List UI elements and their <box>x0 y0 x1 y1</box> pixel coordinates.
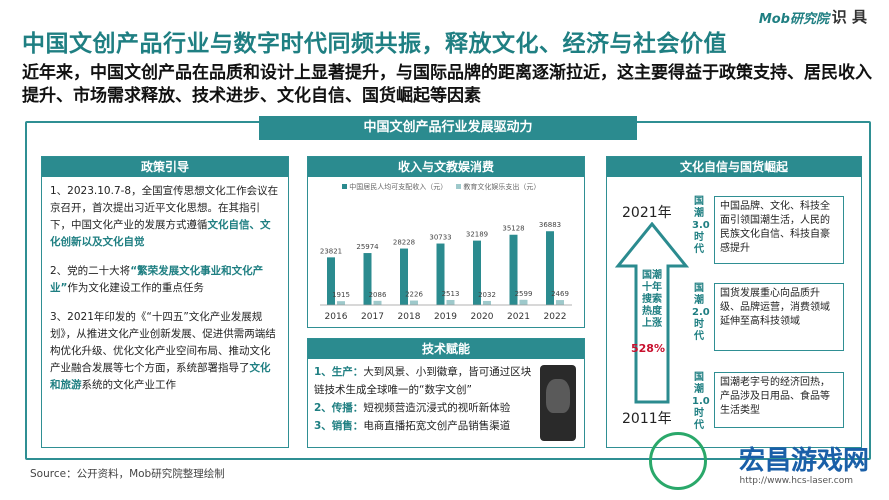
arrow-text: 国潮十年搜索热度上涨 <box>642 270 662 329</box>
label-spend-2022: 2469 <box>551 290 569 298</box>
bar-spend-2018 <box>410 300 418 305</box>
income-chart: 23821 1915 2016 25974 2086 2017 28228 2226 2018 3… <box>320 221 572 322</box>
label-spend-2019: 2513 <box>442 290 460 298</box>
mob-logo: Mob研究院 <box>758 12 829 27</box>
phone-image <box>540 365 576 441</box>
watermark-logo-icon <box>649 432 707 490</box>
bar-spend-2021 <box>519 299 528 305</box>
tech-item-2: 2、传播：短视频营造沉浸式的视听新体验 <box>314 399 532 417</box>
bar-spend-2020 <box>483 300 491 305</box>
page-title: 中国文创产品行业与数字时代同频共振，释放文化、经济与社会价值 <box>22 31 727 57</box>
bar-income-2019 <box>436 243 445 305</box>
culture-heading: 文化自信与国货崛起 <box>607 157 861 177</box>
tech-item-2-value: 短视频营造沉浸式的视听新体验 <box>363 402 511 414</box>
label-spend-2016: 1915 <box>332 291 350 299</box>
partner-logo: 识 具 <box>831 8 867 26</box>
year-2011: 2011年 <box>622 411 672 427</box>
legend-swatch-income <box>342 184 347 189</box>
era-box-2: 国货发展重心向品质升级、品牌运营，消费领域延伸至高科技领域 <box>714 283 844 351</box>
policy-item-3: 3、2021年印发的《“十四五”文化产业发展规划》，从推进文化产业创新发展、促进… <box>42 297 288 394</box>
xtick-2017: 2017 <box>361 312 384 322</box>
bar-income-2016 <box>327 257 335 305</box>
era-label-1: 国潮1.0时代 <box>692 372 710 431</box>
bar-income-2020 <box>473 240 481 305</box>
label-income-2016: 23821 <box>320 247 342 255</box>
label-income-2020: 32189 <box>466 231 488 239</box>
policy-item-3-text: 3、2021年印发的《“十四五”文化产业发展规划》，从推进文化产业创新发展、促进… <box>50 311 276 374</box>
policy-item-1: 1、2023.10.7-8，全国宣传思想文化工作会议在京召开，首次提出习近平文化… <box>42 177 288 251</box>
policy-item-3-highlight: 文化和旅游 <box>50 362 271 391</box>
tech-item-2-key: 2、传播： <box>314 402 364 414</box>
policy-panel: 政策引导 1、2023.10.7-8，全国宣传思想文化工作会议在京召开，首次提出… <box>41 156 289 448</box>
income-panel: 收入与文教娱消费 中国居民人均可支配收入（元） 教育文化娱乐支出（元） 2382… <box>307 156 585 328</box>
era-box-1: 国潮老字号的经济回热，产品涉及日用品、食品等生活类型 <box>714 372 844 428</box>
xtick-2018: 2018 <box>398 312 421 322</box>
main-heading: 中国文创产品行业发展驱动力 <box>259 116 637 140</box>
label-spend-2018: 2226 <box>405 291 423 299</box>
xtick-2016: 2016 <box>325 312 348 322</box>
policy-item-2-text: 2、党的二十大将 <box>50 265 131 277</box>
legend-income-label: 中国居民人均可支配收入（元） <box>349 183 448 191</box>
label-income-2019: 30733 <box>429 234 451 242</box>
policy-heading: 政策引导 <box>42 157 288 177</box>
bar-spend-2022 <box>556 300 564 305</box>
era-label-3: 国潮3.0时代 <box>692 196 710 255</box>
era-box-3: 中国品牌、文化、科技全面引领国潮生活，人民的民族文化自信、科技自豪感提升 <box>714 196 844 264</box>
tech-item-1: 1、生产：大到风景、小到徽章，皆可通过区块链技术生成全球唯一的“数字文创” <box>314 363 532 399</box>
watermark-text: 宏昌游戏网 <box>738 446 869 476</box>
label-income-2022: 36883 <box>539 221 561 229</box>
bar-income-2017 <box>363 253 372 305</box>
label-spend-2021: 2599 <box>515 290 533 298</box>
tech-item-3-key: 3、销售： <box>314 420 364 432</box>
income-heading: 收入与文教娱消费 <box>308 157 584 177</box>
bar-income-2018 <box>400 248 408 305</box>
policy-item-2: 2、党的二十大将“繁荣发展文化事业和文化产业”作为文化建设工作的重点任务 <box>42 251 288 297</box>
xtick-2021: 2021 <box>507 312 530 322</box>
bar-spend-2017 <box>373 300 382 305</box>
watermark-url: http://www.hcs-laser.com <box>739 476 853 486</box>
growth-arrow-icon <box>614 222 690 404</box>
label-income-2021: 35128 <box>502 225 524 233</box>
tech-item-1-value: 大到风景、小到徽章，皆可通过区块链技术生成全球唯一的“数字文创” <box>314 366 532 396</box>
xtick-2020: 2020 <box>471 312 494 322</box>
policy-item-1-highlight: 文化自信、文化创新以及文化自觉 <box>50 219 271 248</box>
policy-item-2-tail: 作为文化建设工作的重点任务 <box>67 282 204 294</box>
era-label-2: 国潮2.0时代 <box>692 283 710 342</box>
income-legend: 中国居民人均可支配收入（元） 教育文化娱乐支出（元） <box>308 177 584 192</box>
label-income-2017: 25974 <box>356 243 379 251</box>
legend-swatch-spend <box>456 184 462 189</box>
label-spend-2017: 2086 <box>369 291 387 299</box>
tech-panel: 技术赋能 1、生产：大到风景、小到徽章，皆可通过区块链技术生成全球唯一的“数字文… <box>307 338 585 448</box>
xtick-2022: 2022 <box>544 312 567 322</box>
legend-spend-label: 教育文化娱乐支出（元） <box>463 183 541 191</box>
policy-item-3-tail: 系统的文化产业工作 <box>81 379 177 391</box>
tech-item-3-value: 电商直播拓宽文创产品销售渠道 <box>363 420 511 432</box>
xtick-2019: 2019 <box>434 312 457 322</box>
policy-item-1-text: 1、2023.10.7-8，全国宣传思想文化工作会议在京召开，首次提出习近平文化… <box>50 185 279 231</box>
policy-item-2-highlight: “繁荣发展文化事业和文化产业” <box>50 265 264 294</box>
source-note: Source：公开资料，Mob研究院整理绘制 <box>30 468 225 480</box>
arrow-value: 528% <box>631 342 665 355</box>
label-spend-2020: 2032 <box>478 291 496 299</box>
bar-income-2021 <box>509 234 518 305</box>
page-subtitle: 近年来，中国文创产品在品质和设计上显著提升，与国际品牌的距离逐渐拉近，这主要得益… <box>22 63 872 106</box>
tech-item-3: 3、销售：电商直播拓宽文创产品销售渠道 <box>314 417 532 435</box>
year-2021: 2021年 <box>622 205 672 221</box>
tech-list: 1、生产：大到风景、小到徽章，皆可通过区块链技术生成全球唯一的“数字文创” 2、… <box>314 363 532 435</box>
tech-item-1-key: 1、生产： <box>314 366 364 378</box>
bar-income-2022 <box>546 231 554 305</box>
label-income-2018: 28228 <box>393 239 415 247</box>
bar-spend-2016 <box>337 301 345 305</box>
phone-screen <box>546 379 570 413</box>
tech-heading: 技术赋能 <box>308 339 584 359</box>
bar-spend-2019 <box>446 299 455 305</box>
